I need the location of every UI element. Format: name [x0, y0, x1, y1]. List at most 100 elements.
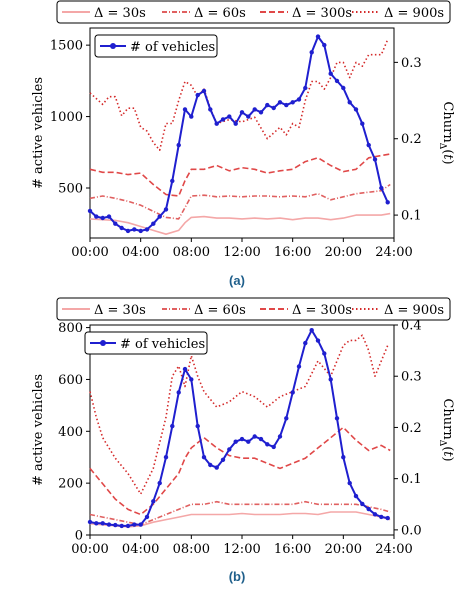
data-point — [252, 107, 257, 112]
data-point — [347, 100, 352, 105]
y-left-tick-label: 800 — [58, 321, 83, 336]
data-point — [347, 480, 352, 486]
legend-label: Δ = 900s — [384, 303, 444, 318]
data-point — [360, 121, 365, 126]
data-point — [328, 71, 333, 76]
data-point — [303, 340, 308, 346]
data-point — [246, 114, 251, 119]
data-point — [119, 225, 124, 231]
series-line--900s — [89, 39, 389, 151]
data-point — [284, 416, 289, 421]
y-axis-right-label-sub: Δ — [437, 440, 447, 447]
legend-label: Δ = 30s — [94, 303, 146, 318]
y-left-tick-label: 1500 — [50, 39, 83, 54]
series-line--of-vehicles — [89, 329, 388, 527]
y-axis-left-label: # active vehicles — [31, 77, 46, 189]
data-point — [182, 107, 188, 112]
data-point — [214, 465, 219, 470]
inner-legend-label: # of vehicles — [130, 40, 215, 55]
y-axis-right-label-main: Churn — [440, 398, 455, 440]
x-tick-label: 00:00 — [71, 245, 108, 260]
inner-legend-marker — [110, 43, 116, 49]
data-point — [315, 34, 321, 39]
data-point — [372, 157, 378, 162]
inner-legend-label: # of vehicles — [120, 337, 205, 352]
y-axis-right-label: ChurnΔ(t) — [437, 398, 455, 461]
y-right-tick-label: 0.4 — [401, 319, 422, 334]
data-point — [277, 100, 283, 105]
plot-frame — [89, 27, 395, 239]
data-point — [385, 200, 390, 205]
data-point — [290, 390, 295, 395]
legend-label: Δ = 60s — [194, 303, 246, 318]
data-point — [239, 110, 245, 115]
data-point — [271, 444, 276, 450]
data-point — [94, 521, 99, 526]
data-point — [157, 480, 162, 486]
data-point — [220, 117, 226, 122]
data-point — [303, 85, 308, 91]
data-point — [227, 114, 232, 119]
x-tick-label: 16:00 — [274, 542, 311, 557]
data-point — [170, 423, 175, 429]
data-point — [87, 519, 93, 525]
series-line--900s — [89, 334, 389, 495]
x-tick-label: 04:00 — [122, 542, 159, 557]
data-point — [151, 221, 156, 226]
x-tick-label: 00:00 — [71, 542, 108, 557]
x-tick-label: 20:00 — [325, 245, 362, 260]
data-point — [233, 439, 238, 444]
data-point — [208, 107, 213, 112]
legend-label: Δ = 300s — [292, 6, 352, 21]
data-point — [366, 506, 371, 512]
inner-legend-b: # of vehicles — [84, 331, 208, 355]
data-point — [144, 514, 150, 520]
axes-a: 00:00 04:00 08:00 12:00 16:00 20:00 24:00 500 10… — [50, 39, 422, 260]
data-point — [379, 185, 384, 191]
data-point — [195, 92, 200, 98]
data-point — [309, 328, 314, 333]
y-right-tick-label: 0.3 — [401, 56, 422, 71]
data-point — [157, 214, 162, 219]
data-point — [106, 214, 112, 219]
data-point — [106, 522, 112, 527]
series-line--60s — [89, 183, 391, 220]
data-point — [265, 442, 270, 447]
legend-label: Δ = 60s — [194, 6, 246, 21]
data-point — [132, 227, 137, 232]
y-left-tick-label: 200 — [58, 477, 83, 492]
top-legend-a: Δ = 30s Δ = 60s Δ = 300s Δ = 900s — [56, 0, 451, 24]
y-left-tick-label: 0 — [75, 529, 83, 544]
x-tick-label: 08:00 — [173, 245, 210, 260]
panel-label-a: (a) — [229, 273, 245, 288]
x-tick-label: 08:00 — [173, 542, 210, 557]
data-point — [290, 100, 295, 105]
legend-label: Δ = 300s — [292, 303, 352, 318]
series-group-a — [87, 34, 391, 235]
data-point — [353, 107, 359, 112]
data-point — [220, 457, 226, 462]
data-point — [258, 110, 264, 115]
data-point — [258, 436, 264, 442]
data-point — [271, 105, 276, 111]
data-point — [132, 522, 137, 527]
legend-label: Δ = 900s — [384, 6, 444, 21]
data-point — [100, 215, 105, 221]
data-point — [379, 514, 384, 520]
data-point — [341, 455, 346, 460]
data-point — [214, 121, 219, 126]
data-point — [100, 521, 105, 526]
x-tick-label: 24:00 — [375, 245, 412, 260]
data-point — [309, 50, 314, 55]
y-right-tick-label: 0.2 — [401, 421, 422, 436]
y-right-tick-label: 0.3 — [401, 370, 422, 385]
y-left-tick-label: 400 — [58, 425, 83, 440]
y-right-tick-label: 0.1 — [401, 209, 422, 224]
data-point — [315, 338, 321, 343]
y-right-tick-label: 0.2 — [401, 132, 422, 147]
data-point — [277, 434, 283, 439]
data-point — [189, 377, 194, 382]
data-point — [208, 462, 213, 468]
y-axis-right-label-sub: Δ — [437, 143, 447, 150]
y-right-tick-label: 0.0 — [401, 523, 422, 538]
